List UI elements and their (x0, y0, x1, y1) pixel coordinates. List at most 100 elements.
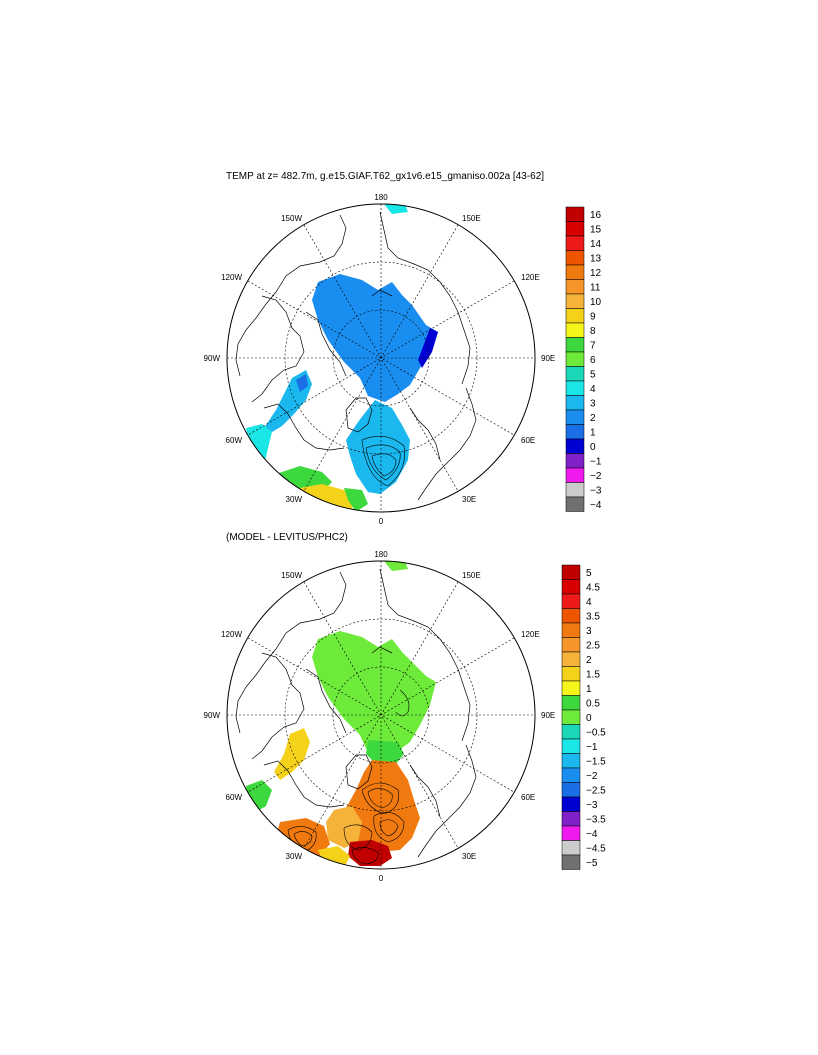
map-boundary-top (226, 203, 536, 513)
lon-label-60w: 60W (226, 793, 243, 802)
colorbar-label: 2.5 (586, 640, 600, 651)
colorbar-swatch (561, 796, 581, 812)
colorbar-label: −4.5 (586, 843, 606, 854)
colorbar-label: 2 (586, 655, 592, 666)
colorbar-swatch (561, 622, 581, 638)
colorbar-label: 0.5 (586, 698, 600, 709)
colorbar-swatch (561, 724, 581, 740)
colorbar-label: −2 (590, 471, 602, 482)
colorbar-label: −3.5 (586, 814, 606, 825)
lon-label-120e: 120E (521, 630, 540, 639)
colorbar-label: 0 (590, 442, 596, 453)
colorbar-swatch (565, 438, 585, 454)
field-arctic-basin (312, 274, 438, 402)
colorbar-swatch (565, 221, 585, 237)
lon-label-150w: 150W (281, 571, 302, 580)
field-nordic-seas (346, 400, 410, 494)
colorbar-swatch (565, 366, 585, 382)
diff-field-fram-strait (366, 740, 404, 764)
lon-label-30w: 30W (286, 852, 303, 861)
lon-labels-bottom: 180 150E 120E 90E 60E 30E 0 30W 60W 90W … (204, 550, 556, 883)
lon-label-60w: 60W (226, 436, 243, 445)
colorbar-swatch (561, 608, 581, 624)
colorbar-swatch (565, 322, 585, 338)
lon-labels-top: 180 150E 120E 90E 60E 30E 0 30W 60W 90W … (204, 193, 556, 526)
colorbar-label: 11 (590, 282, 601, 293)
colorbar-label: −4 (586, 829, 598, 840)
colorbar-swatch (565, 235, 585, 251)
colorbar-label: 6 (590, 355, 596, 366)
lon-label-150w: 150W (281, 214, 302, 223)
lon-label-30e: 30E (462, 495, 476, 504)
lon-label-90e: 90E (541, 354, 555, 363)
colorbar-label: 5 (590, 369, 596, 380)
colorbar-swatch (565, 496, 585, 512)
colorbar-swatch (565, 337, 585, 353)
field-labrador (246, 424, 272, 466)
diff-field-nordic-light (326, 806, 362, 848)
colorbar-label: 4 (590, 384, 596, 395)
map-boundary-bottom (226, 560, 536, 870)
lon-label-120e: 120E (521, 273, 540, 282)
colorbar-label: 3 (586, 626, 592, 637)
colorbar-label: −3 (586, 800, 598, 811)
colorbar-label: 16 (590, 210, 602, 221)
colorbar-swatch (561, 782, 581, 798)
colorbar-swatch (561, 753, 581, 769)
colorbar-label: 15 (590, 224, 602, 235)
colorbar-swatch (565, 482, 585, 498)
colorbar-label: 12 (590, 268, 602, 279)
lon-label-30w: 30W (286, 495, 303, 504)
colorbar-swatch (561, 738, 581, 754)
colorbar-label: 14 (590, 239, 602, 250)
lon-label-90w: 90W (204, 354, 221, 363)
map-title-bottom: (MODEL - LEVITUS/PHC2) (226, 532, 348, 543)
contours-diff (287, 689, 410, 865)
colorbar-swatch (561, 651, 581, 667)
field-norwegian-coast (344, 488, 368, 512)
colorbar-label: −2.5 (586, 785, 606, 796)
colorbar-swatch (565, 206, 585, 222)
colorbar-swatch (561, 637, 581, 653)
coastlines-bottom (235, 568, 477, 858)
colorbar-swatch (565, 351, 585, 367)
lon-label-180: 180 (374, 550, 388, 559)
colorbar-label: 8 (590, 326, 596, 337)
colorbar-label: −4 (590, 500, 602, 511)
colorbar-label: −2 (586, 771, 598, 782)
colorbar-label: 10 (590, 297, 602, 308)
colorbar-swatch (561, 840, 581, 856)
colorbar-label: 4 (586, 597, 592, 608)
colorbar-swatch (561, 695, 581, 711)
colorbar-label: 1 (586, 684, 592, 695)
lon-label-30e: 30E (462, 852, 476, 861)
lon-label-90w: 90W (204, 711, 221, 720)
colorbar-swatch (565, 467, 585, 483)
colorbar-label: −0.5 (586, 727, 606, 738)
lon-label-60e: 60E (521, 793, 535, 802)
colorbar-label: 2 (590, 413, 596, 424)
colorbar-label: 4.5 (586, 582, 600, 593)
colorbar-swatch (561, 579, 581, 595)
colorbar-swatch (565, 395, 585, 411)
colorbar-swatch (565, 264, 585, 280)
lon-label-0: 0 (379, 517, 384, 526)
lon-label-90e: 90E (541, 711, 555, 720)
colorbar-swatch (565, 380, 585, 396)
colorbar-label: 5 (586, 568, 592, 579)
colorbar-swatch (565, 453, 585, 469)
colorbar-swatch (565, 279, 585, 295)
colorbar-swatch (561, 593, 581, 609)
colorbar-label: 13 (590, 253, 602, 264)
colorbar-swatch (561, 666, 581, 682)
coastlines-top (235, 211, 477, 501)
polar-map-top: 180 150E 120E 90E 60E 30E 0 30W 60W 90W … (204, 193, 556, 526)
colorbar-swatch (565, 293, 585, 309)
colorbar-swatch (561, 825, 581, 841)
colorbar-label: 7 (590, 340, 596, 351)
colorbar-label: −1 (586, 742, 598, 753)
diff-field-arctic-basin (312, 631, 436, 759)
colorbar-swatch (561, 854, 581, 870)
colorbar-swatch (561, 767, 581, 783)
